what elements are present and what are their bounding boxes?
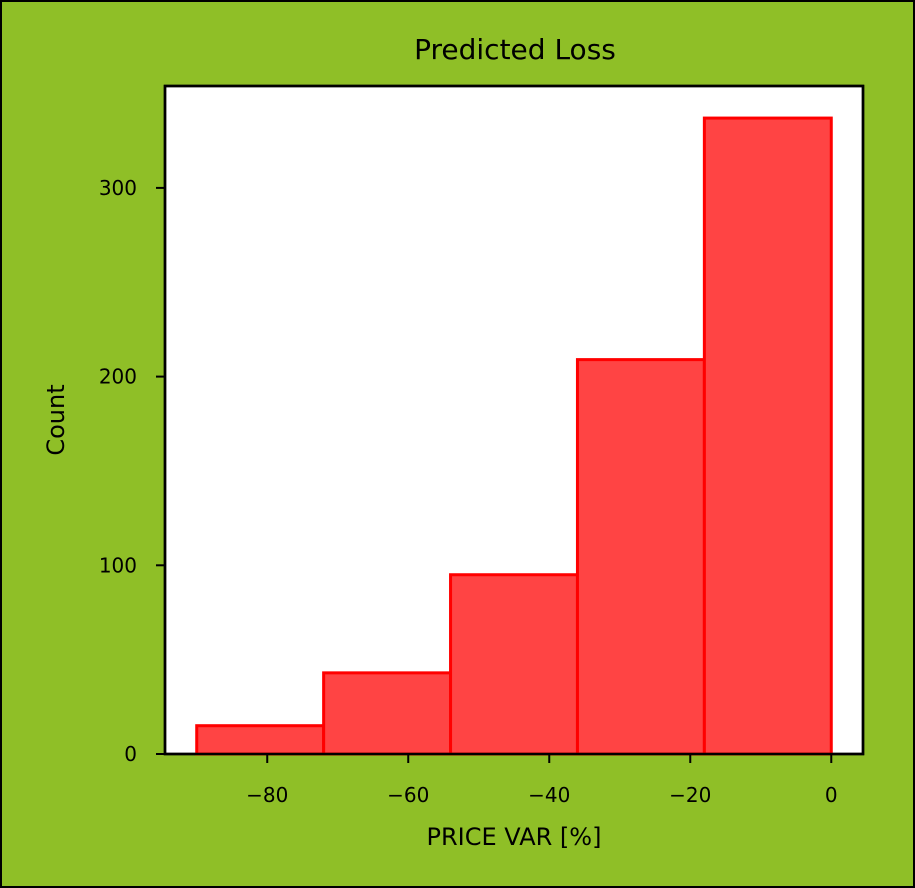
bars-group [163, 84, 865, 756]
x-tick-label: 0 [825, 783, 838, 807]
y-tick-label: 300 [99, 176, 137, 200]
x-axis-label: PRICE VAR [%] [427, 823, 602, 851]
histogram-bar-3 [449, 573, 579, 756]
y-tick-label: 0 [124, 742, 137, 766]
x-tick-label: −40 [528, 783, 570, 807]
x-tick-label: −60 [387, 783, 429, 807]
y-tick-label: 100 [99, 553, 137, 577]
x-tick-label: −20 [669, 783, 711, 807]
x-tick-label: −80 [246, 783, 288, 807]
y-axis-ticks: 0 100 200 300 [99, 176, 165, 766]
histogram-bar-2 [322, 671, 453, 756]
plot-frame [163, 84, 865, 756]
y-axis-label: Count [42, 384, 70, 455]
x-axis-ticks: −80 −60 −40 −20 0 [246, 754, 838, 807]
histogram-bar-1 [195, 724, 326, 756]
y-tick-label: 200 [99, 365, 137, 389]
histogram-bar-5 [702, 116, 833, 756]
histogram-bar-4 [575, 358, 706, 756]
chart-title: Predicted Loss [414, 33, 616, 66]
